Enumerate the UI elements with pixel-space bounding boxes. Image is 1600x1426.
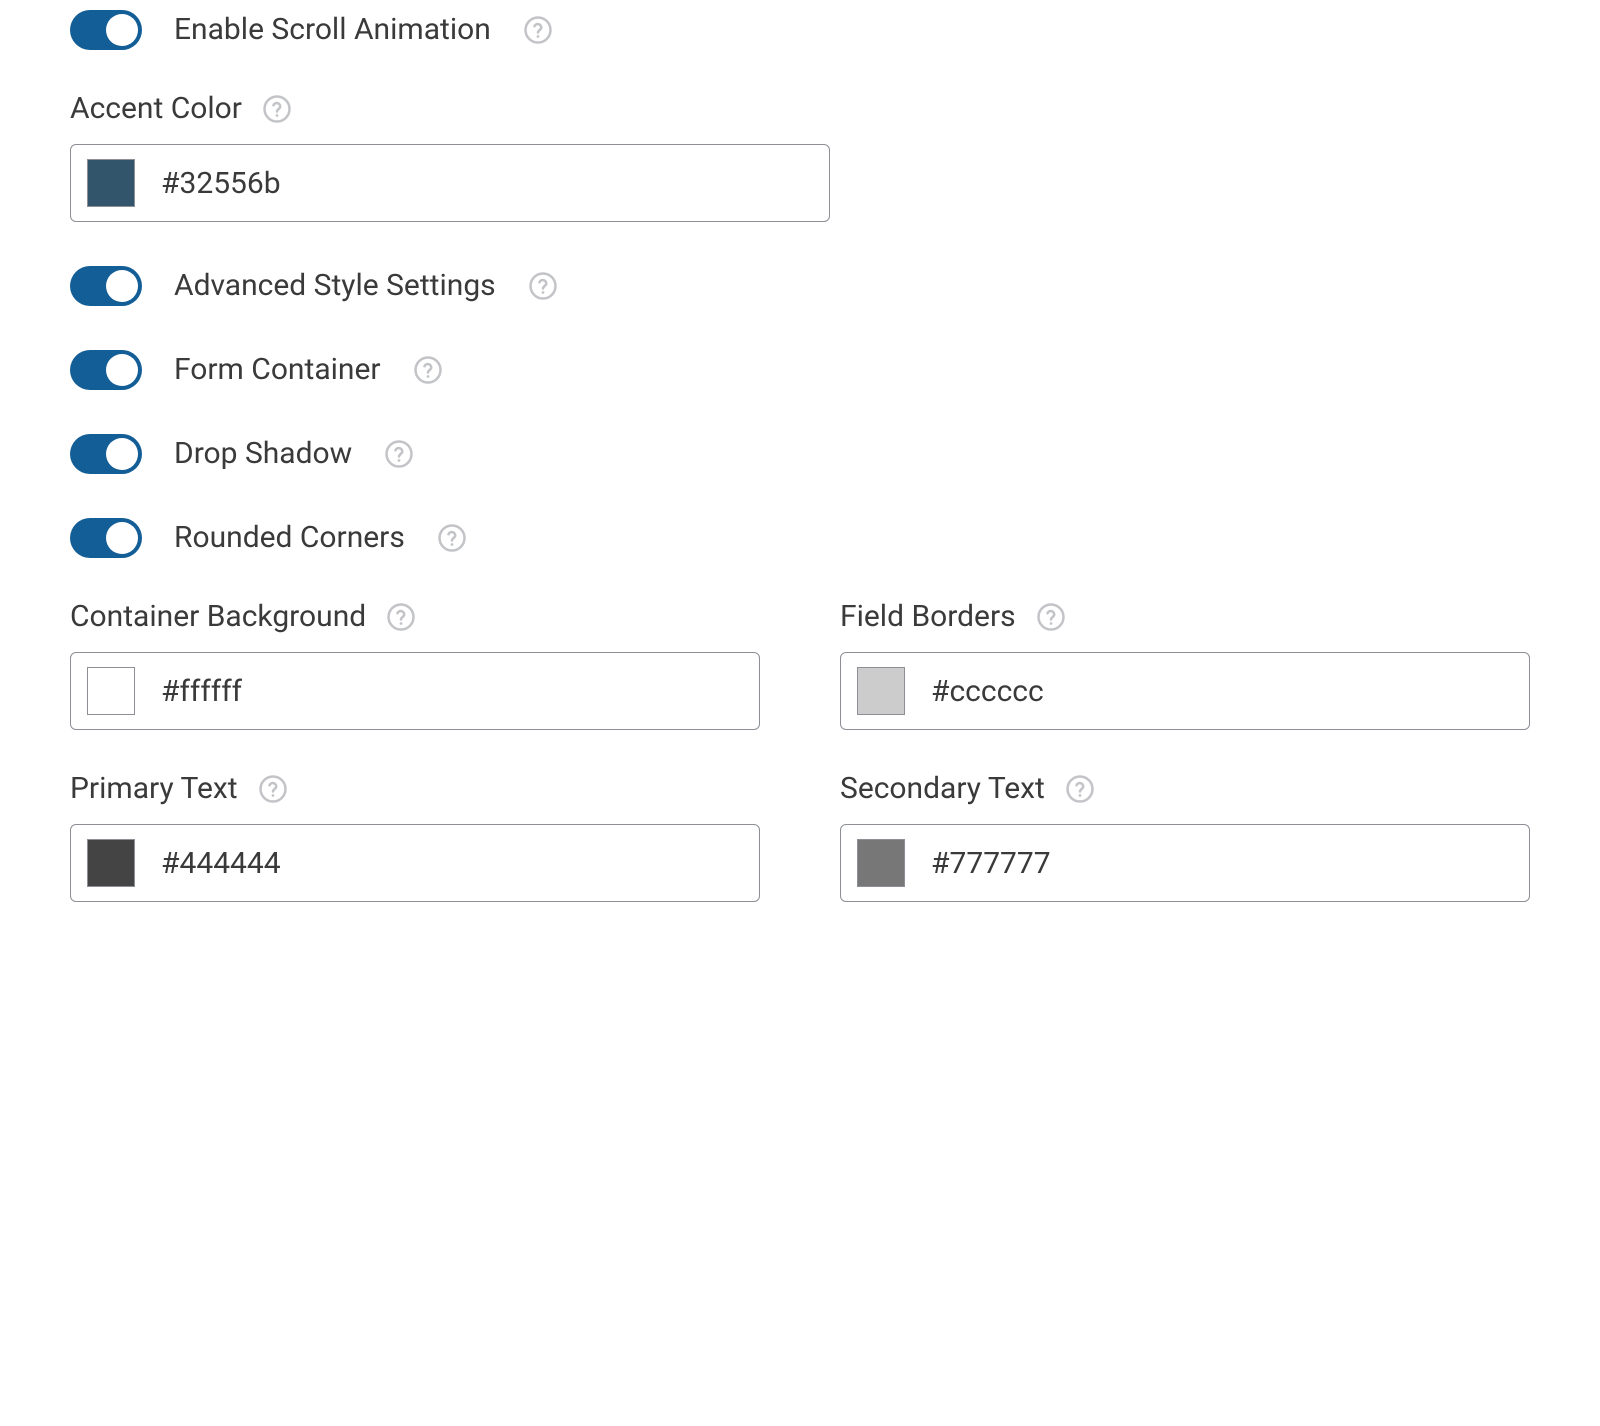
help-icon[interactable] bbox=[413, 355, 443, 385]
toggle-scroll-animation[interactable] bbox=[70, 10, 142, 50]
color-swatch bbox=[857, 839, 905, 887]
field-header: Secondary Text bbox=[840, 774, 1530, 804]
help-icon[interactable] bbox=[528, 271, 558, 301]
field-label-primary-text: Primary Text bbox=[70, 774, 238, 804]
field-pair-1: Container Background #ffffff Field Borde… bbox=[70, 602, 1530, 730]
toggle-label-drop-shadow: Drop Shadow bbox=[174, 439, 352, 469]
help-icon[interactable] bbox=[384, 439, 414, 469]
color-value-secondary-text: #777777 bbox=[931, 846, 1051, 881]
color-input-container-background[interactable]: #ffffff bbox=[70, 652, 760, 730]
field-label-secondary-text: Secondary Text bbox=[840, 774, 1045, 804]
help-icon[interactable] bbox=[262, 94, 292, 124]
toggle-label-advanced-style: Advanced Style Settings bbox=[174, 271, 496, 301]
toggle-label-scroll-animation: Enable Scroll Animation bbox=[174, 15, 491, 45]
help-icon[interactable] bbox=[1065, 774, 1095, 804]
toggle-label-rounded-corners: Rounded Corners bbox=[174, 523, 405, 553]
color-input-secondary-text[interactable]: #777777 bbox=[840, 824, 1530, 902]
color-value-accent-color: #32556b bbox=[161, 166, 281, 201]
field-secondary-text: Secondary Text #777777 bbox=[840, 774, 1530, 902]
toggle-rounded-corners[interactable] bbox=[70, 518, 142, 558]
toggle-label-form-container: Form Container bbox=[174, 355, 381, 385]
toggle-drop-shadow[interactable] bbox=[70, 434, 142, 474]
color-input-field-borders[interactable]: #cccccc bbox=[840, 652, 1530, 730]
color-value-field-borders: #cccccc bbox=[931, 674, 1044, 709]
color-swatch bbox=[857, 667, 905, 715]
help-icon[interactable] bbox=[386, 602, 416, 632]
field-primary-text: Primary Text #444444 bbox=[70, 774, 760, 902]
field-accent-color: Accent Color #32556b bbox=[70, 94, 1530, 222]
field-header: Field Borders bbox=[840, 602, 1530, 632]
toggle-row-form-container: Form Container bbox=[70, 350, 1530, 390]
field-field-borders: Field Borders #cccccc bbox=[840, 602, 1530, 730]
field-label-accent-color: Accent Color bbox=[70, 94, 242, 124]
color-value-container-background: #ffffff bbox=[161, 674, 242, 709]
field-container-background: Container Background #ffffff bbox=[70, 602, 760, 730]
toggle-form-container[interactable] bbox=[70, 350, 142, 390]
color-value-primary-text: #444444 bbox=[161, 846, 281, 881]
toggle-row-scroll-animation: Enable Scroll Animation bbox=[70, 10, 1530, 50]
toggle-row-drop-shadow: Drop Shadow bbox=[70, 434, 1530, 474]
field-label-container-background: Container Background bbox=[70, 602, 366, 632]
field-pair-2: Primary Text #444444 Secondary Text bbox=[70, 774, 1530, 902]
help-icon[interactable] bbox=[1036, 602, 1066, 632]
color-swatch bbox=[87, 839, 135, 887]
color-swatch bbox=[87, 667, 135, 715]
field-header: Primary Text bbox=[70, 774, 760, 804]
field-header: Container Background bbox=[70, 602, 760, 632]
field-header: Accent Color bbox=[70, 94, 1530, 124]
toggle-advanced-style[interactable] bbox=[70, 266, 142, 306]
help-icon[interactable] bbox=[258, 774, 288, 804]
color-input-primary-text[interactable]: #444444 bbox=[70, 824, 760, 902]
style-settings-panel: Enable Scroll Animation Accent Color #32… bbox=[0, 10, 1600, 962]
toggle-row-rounded-corners: Rounded Corners bbox=[70, 518, 1530, 558]
help-icon[interactable] bbox=[523, 15, 553, 45]
help-icon[interactable] bbox=[437, 523, 467, 553]
color-input-accent-color[interactable]: #32556b bbox=[70, 144, 830, 222]
color-swatch bbox=[87, 159, 135, 207]
field-label-field-borders: Field Borders bbox=[840, 602, 1016, 632]
toggle-row-advanced-style: Advanced Style Settings bbox=[70, 266, 1530, 306]
